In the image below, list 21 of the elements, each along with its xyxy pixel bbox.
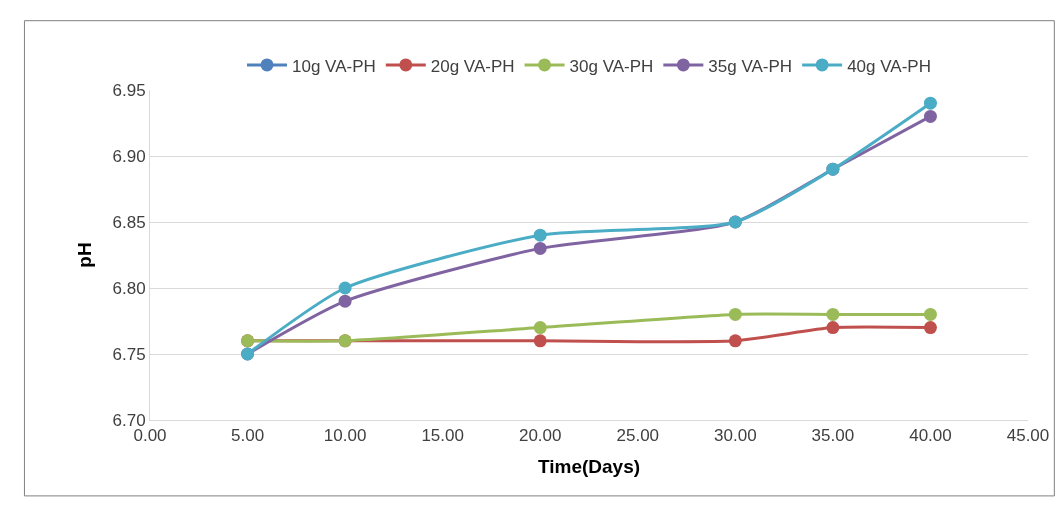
x-tick-label: 15.00 bbox=[421, 426, 464, 446]
x-tick-label: 10.00 bbox=[323, 426, 367, 446]
x-tick-label: 35.00 bbox=[811, 426, 855, 446]
y-tick-label: 6.85 bbox=[112, 212, 146, 232]
x-tick-label: 30.00 bbox=[714, 426, 757, 446]
y-tick-label: 6.80 bbox=[112, 278, 146, 298]
y-tick-label: 6.95 bbox=[112, 80, 146, 100]
legend-label: 20g VA-PH bbox=[430, 56, 515, 76]
y-tick-label: 6.90 bbox=[112, 146, 146, 166]
x-tick-label: 25.00 bbox=[616, 426, 660, 446]
y-axis-title: pH bbox=[74, 242, 96, 268]
legend-label: 40g VA-PH bbox=[847, 56, 931, 76]
x-axis-title: Time(Days) bbox=[537, 456, 641, 478]
x-tick-label: 45.00 bbox=[1006, 426, 1050, 446]
legend-label: 10g VA-PH bbox=[292, 56, 376, 76]
x-tick-label: 5.00 bbox=[231, 426, 265, 446]
legend-label: 35g VA-PH bbox=[708, 56, 793, 76]
legend-label: 30g VA-PH bbox=[569, 56, 654, 76]
y-tick-label: 6.75 bbox=[112, 344, 146, 364]
x-tick-label: 20.00 bbox=[518, 426, 562, 446]
x-tick-label: 40.00 bbox=[909, 426, 952, 446]
